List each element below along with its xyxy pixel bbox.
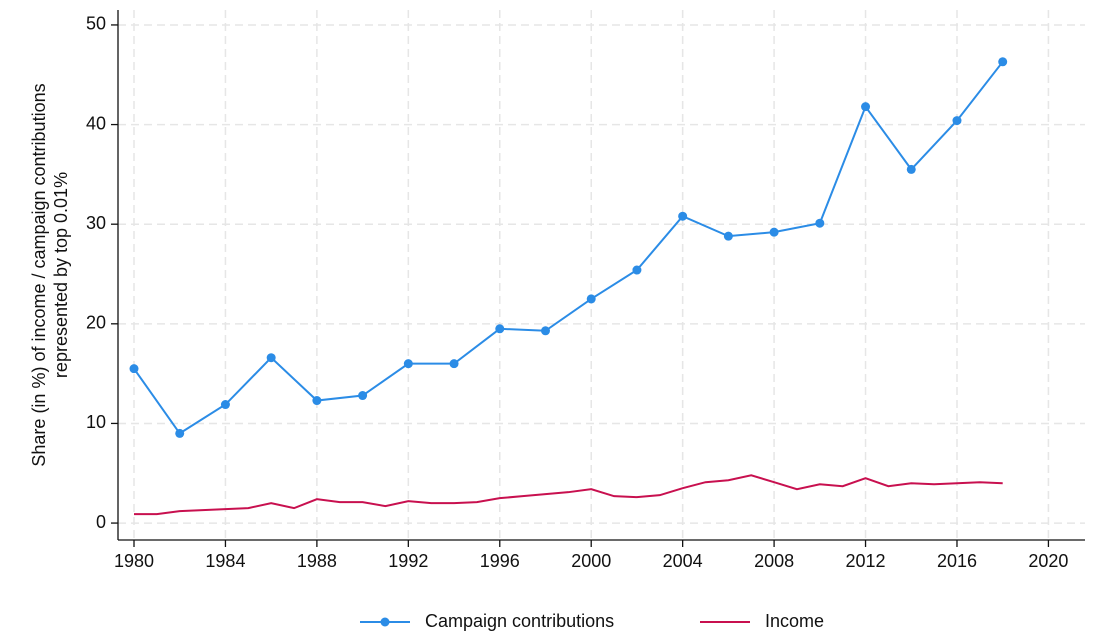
series-point <box>952 116 962 126</box>
series-point <box>266 353 276 363</box>
y-tick-label: 30 <box>86 213 106 233</box>
y-tick-label: 40 <box>86 113 106 133</box>
series-point <box>129 364 139 374</box>
series-point <box>769 227 779 237</box>
x-tick-label: 1988 <box>297 551 337 571</box>
series-point <box>723 231 733 241</box>
y-tick-label: 20 <box>86 313 106 333</box>
x-tick-label: 1992 <box>388 551 428 571</box>
series-point <box>632 265 642 275</box>
series-point <box>586 294 596 304</box>
series-line <box>134 474 1003 516</box>
series-point <box>540 326 550 336</box>
series-line <box>133 61 1004 435</box>
series-point <box>403 359 413 369</box>
series-point <box>678 211 688 221</box>
y-axis-label: represented by top 0.01% <box>51 172 71 378</box>
x-tick-label: 2000 <box>571 551 611 571</box>
y-tick-label: 50 <box>86 14 106 34</box>
x-tick-label: 2020 <box>1028 551 1068 571</box>
y-tick-label: 10 <box>86 412 106 432</box>
x-tick-label: 2008 <box>754 551 794 571</box>
x-tick-label: 2004 <box>663 551 703 571</box>
series-point <box>861 102 871 112</box>
x-tick-label: 1984 <box>205 551 245 571</box>
series-point <box>906 164 916 174</box>
x-tick-label: 2012 <box>846 551 886 571</box>
series-point <box>358 391 368 401</box>
legend-label: Income <box>765 611 824 631</box>
series-point <box>175 428 185 438</box>
series-point <box>312 396 322 406</box>
series-point <box>220 400 230 410</box>
series-point <box>495 324 505 334</box>
y-tick-label: 0 <box>96 512 106 532</box>
legend-label: Campaign contributions <box>425 611 614 631</box>
x-tick-label: 2016 <box>937 551 977 571</box>
y-axis-label: Share (in %) of income / campaign contri… <box>29 83 49 466</box>
x-tick-label: 1996 <box>480 551 520 571</box>
x-tick-label: 1980 <box>114 551 154 571</box>
series-point <box>998 57 1008 67</box>
series-point <box>449 359 459 369</box>
legend-marker <box>380 617 390 627</box>
series-point <box>815 218 825 228</box>
